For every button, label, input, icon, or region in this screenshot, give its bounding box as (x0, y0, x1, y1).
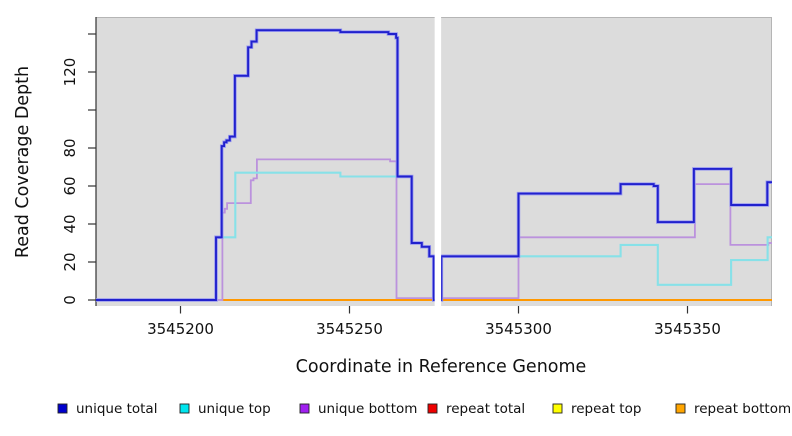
panel-border (96, 17, 772, 306)
legend-item: unique total (57, 401, 157, 417)
x-tick-label: 3545200 (147, 320, 214, 338)
y-tick-label: 80 (61, 138, 79, 157)
x-tick-label: 3545350 (654, 320, 721, 338)
legend-item: unique top (179, 401, 271, 417)
legend-swatch (179, 403, 190, 414)
y-tick-label: 0 (61, 295, 79, 305)
legend-label: repeat bottom (694, 401, 791, 417)
x-tick-label: 3545250 (316, 320, 383, 338)
no-data-gap (434, 16, 442, 306)
x-tick-label: 3545300 (485, 320, 552, 338)
series-line-unique-bottom (96, 158, 772, 301)
legend-label: repeat top (571, 401, 641, 417)
legend-label: unique bottom (318, 401, 417, 417)
y-tick-label: 120 (61, 58, 79, 87)
legend-swatch (675, 403, 686, 414)
legend-item: repeat top (552, 401, 641, 417)
legend-label: repeat total (446, 401, 525, 417)
legend-swatch (552, 403, 563, 414)
legend-item: unique bottom (299, 401, 417, 417)
y-tick-label: 20 (61, 252, 79, 271)
legend-label: unique total (76, 401, 157, 417)
x-axis-label: Coordinate in Reference Genome (296, 357, 587, 377)
legend-item: repeat bottom (675, 401, 791, 417)
legend-label: unique top (198, 401, 271, 417)
series-line-unique-total (96, 29, 772, 301)
legend-swatch (427, 403, 438, 414)
legend-item: repeat total (427, 401, 525, 417)
y-tick-label: 60 (61, 176, 79, 195)
y-axis-label: Read Coverage Depth (13, 66, 33, 258)
legend-swatch (299, 403, 310, 414)
legend-swatch (57, 403, 68, 414)
y-tick-label: 40 (61, 214, 79, 233)
